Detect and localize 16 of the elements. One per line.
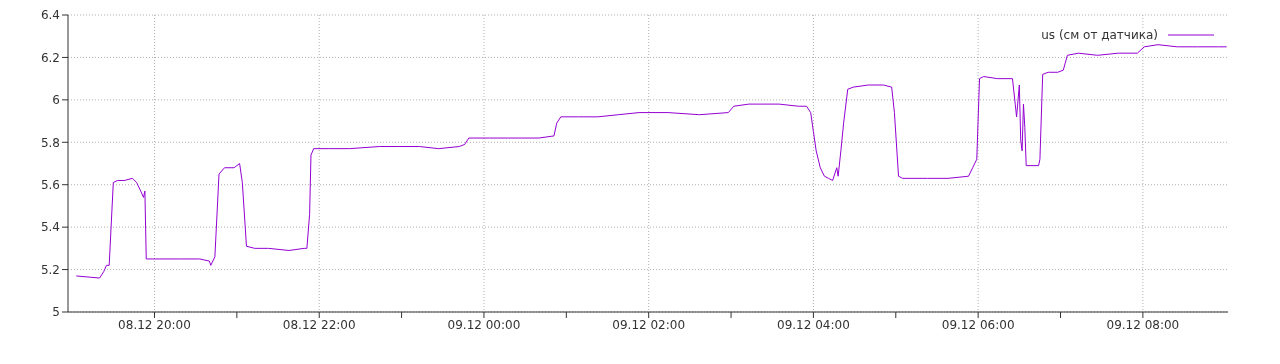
- x-tick-label: 09.12 02:00: [612, 317, 686, 332]
- legend-label: us (см от датчика): [1041, 28, 1158, 42]
- y-tick-label: 6.2: [40, 50, 60, 65]
- y-tick-label: 5: [52, 305, 60, 320]
- x-tick-label: 09.12 06:00: [941, 317, 1015, 332]
- x-tick-label: 09.12 04:00: [777, 317, 850, 332]
- y-tick-label: 6: [52, 93, 60, 108]
- y-tick-label: 6.4: [40, 8, 60, 23]
- x-tick-label: 08.12 20:00: [118, 317, 191, 332]
- y-tick-label: 5.6: [40, 177, 60, 192]
- y-tick-label: 5.2: [40, 262, 60, 277]
- x-tick-label: 08.12 22:00: [282, 317, 356, 332]
- x-tick-label: 09.12 08:00: [1106, 317, 1180, 332]
- x-tick-label: 09.12 00:00: [447, 317, 521, 332]
- y-tick-label: 5.8: [40, 135, 60, 150]
- y-tick-label: 5.4: [40, 220, 60, 235]
